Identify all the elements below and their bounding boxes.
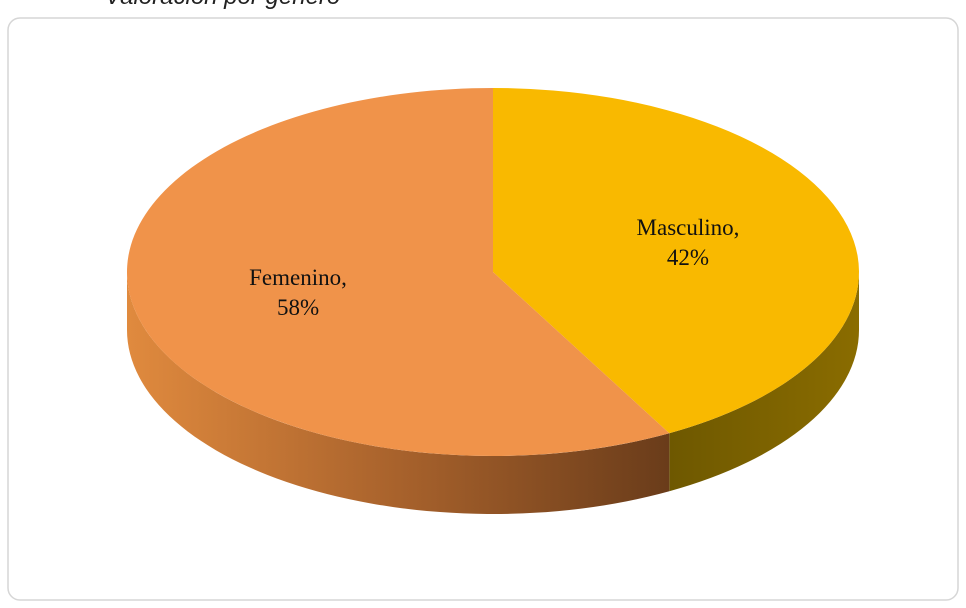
- pie: MasculinoFemeninoMasculino, 42% Femenino, 5…: [126, 88, 859, 515]
- pie-slice: Femenino: [126, 88, 670, 456]
- data-label-line: 58%: [277, 295, 319, 320]
- pie-slice: Masculino: [493, 88, 859, 434]
- data-label-line: Femenino,: [249, 265, 347, 290]
- data-label: Masculino, 42%: [637, 215, 740, 270]
- data-label-line: 42%: [667, 245, 709, 270]
- pie-side: [669, 272, 859, 492]
- data-label-line: Masculino,: [637, 215, 740, 240]
- chart-title: Valoración por género: [105, 0, 340, 10]
- data-label: Femenino, 58%: [249, 265, 347, 320]
- pie-side: [127, 272, 670, 515]
